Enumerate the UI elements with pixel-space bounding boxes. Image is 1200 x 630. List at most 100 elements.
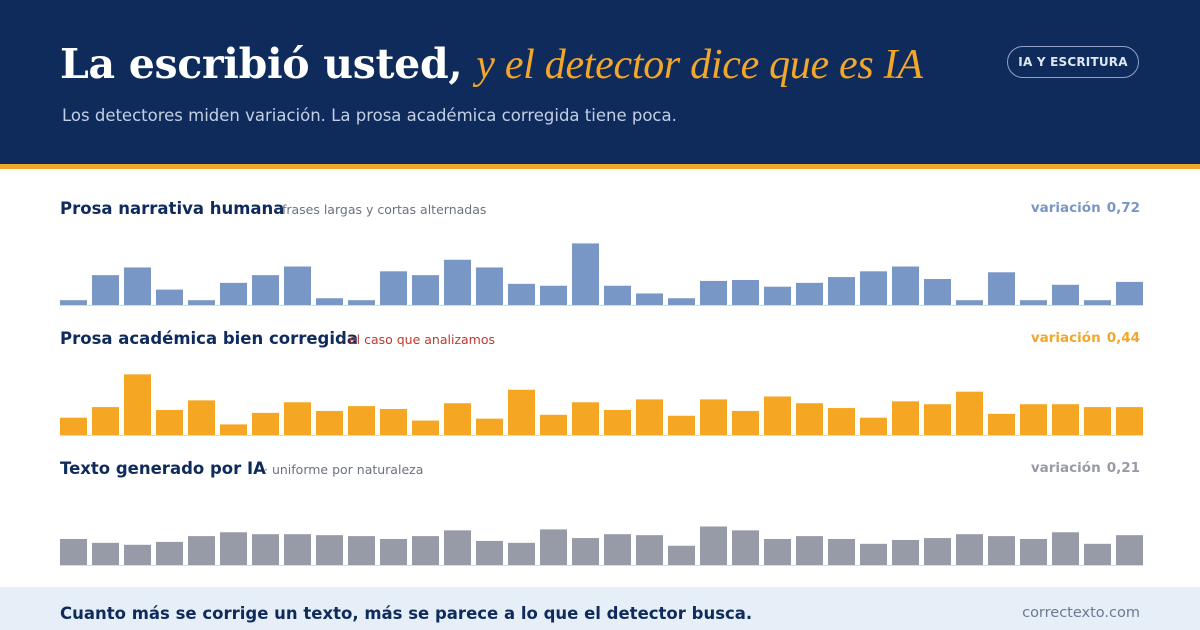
bar	[124, 267, 151, 305]
title-accent: y el detector dice que es IA	[476, 42, 923, 88]
bar	[860, 417, 887, 435]
bar	[444, 403, 471, 435]
bar	[188, 300, 215, 305]
bar	[252, 412, 279, 435]
bar	[316, 535, 343, 565]
bar	[380, 409, 407, 435]
bar	[764, 396, 791, 435]
bar	[156, 541, 183, 565]
variation-label: variación	[1030, 330, 1101, 346]
bar	[508, 389, 535, 435]
bar	[60, 300, 87, 305]
bar	[156, 409, 183, 435]
bar	[668, 415, 695, 435]
bar	[508, 283, 535, 306]
bar	[476, 418, 503, 435]
chart-note: · el caso que analizamos	[341, 332, 496, 347]
bar	[828, 539, 855, 565]
bar	[636, 535, 663, 565]
variation-value: 0,44	[1106, 330, 1140, 346]
category-badge[interactable]: IA Y ESCRITURA	[1007, 46, 1139, 78]
bar	[572, 402, 599, 435]
bar	[92, 407, 119, 435]
bar	[476, 540, 503, 565]
chart-panel-human: Prosa narrativa humana · frases largas y…	[0, 199, 1200, 319]
bar	[476, 267, 503, 305]
variation-value: 0,21	[1106, 460, 1140, 476]
bar	[956, 300, 983, 305]
bar-chart-academic	[60, 374, 1143, 436]
bar	[636, 293, 663, 305]
variation-readout: variación 0,72	[1031, 200, 1140, 216]
bar	[412, 420, 439, 435]
variation-readout: variación 0,21	[1031, 460, 1140, 476]
bar	[1084, 543, 1111, 566]
bar	[604, 534, 631, 565]
bar	[764, 539, 791, 565]
variation-value: 0,72	[1106, 200, 1140, 216]
page-title: La escribió usted, y el detector dice qu…	[60, 38, 923, 91]
bar	[156, 289, 183, 305]
header-banner	[0, 0, 1200, 164]
bar	[732, 530, 759, 565]
bar	[348, 406, 375, 436]
bar	[1116, 407, 1143, 435]
bar	[572, 538, 599, 565]
bar	[380, 539, 407, 565]
bar	[892, 539, 919, 565]
bar	[124, 544, 151, 565]
bar	[1052, 404, 1079, 435]
bar	[860, 543, 887, 566]
bar	[796, 403, 823, 435]
bar	[1084, 300, 1111, 305]
bar	[700, 526, 727, 565]
bar	[444, 530, 471, 565]
bar	[348, 536, 375, 566]
bar	[316, 298, 343, 305]
bar	[860, 271, 887, 305]
bar	[284, 402, 311, 435]
bar	[956, 391, 983, 435]
chart-note: · frases largas y cortas alternadas	[274, 202, 487, 217]
bar	[220, 532, 247, 565]
variation-readout: variación 0,44	[1031, 330, 1140, 346]
variation-label: variación	[1030, 460, 1101, 476]
chart-title: Prosa narrativa humana	[60, 199, 285, 218]
bar	[796, 282, 823, 305]
bar	[988, 536, 1015, 566]
bar	[380, 271, 407, 305]
bar	[1084, 407, 1111, 435]
footer-band	[0, 587, 1200, 630]
bar	[700, 399, 727, 435]
page-subtitle: Los detectores miden variación. La prosa…	[62, 106, 677, 125]
bar	[220, 424, 247, 435]
bar	[732, 279, 759, 305]
chart-panel-ai: Texto generado por IA · uniforme por nat…	[0, 459, 1200, 579]
bar	[60, 539, 87, 565]
bar	[540, 414, 567, 435]
bar	[668, 298, 695, 305]
bar	[796, 536, 823, 566]
variation-label: variación	[1030, 200, 1101, 216]
bar	[1052, 284, 1079, 305]
bar	[252, 275, 279, 305]
bar	[572, 243, 599, 305]
bar	[540, 529, 567, 565]
bar	[92, 542, 119, 565]
bar	[828, 277, 855, 305]
bar	[988, 413, 1015, 436]
bar	[1052, 532, 1079, 565]
bar	[924, 404, 951, 435]
footer-site-link[interactable]: correctexto.com	[1022, 605, 1140, 621]
chart-title: Texto generado por IA	[60, 459, 266, 478]
bar	[412, 536, 439, 566]
bar	[924, 538, 951, 565]
bar	[892, 401, 919, 435]
bar	[348, 300, 375, 305]
chart-panel-academic: Prosa académica bien corregida · el caso…	[0, 329, 1200, 449]
bar	[1116, 535, 1143, 565]
footer-takeaway: Cuanto más se corrige un texto, más se p…	[60, 604, 753, 623]
title-main: La escribió usted,	[60, 40, 463, 88]
bar	[956, 534, 983, 565]
bar	[1116, 281, 1143, 305]
